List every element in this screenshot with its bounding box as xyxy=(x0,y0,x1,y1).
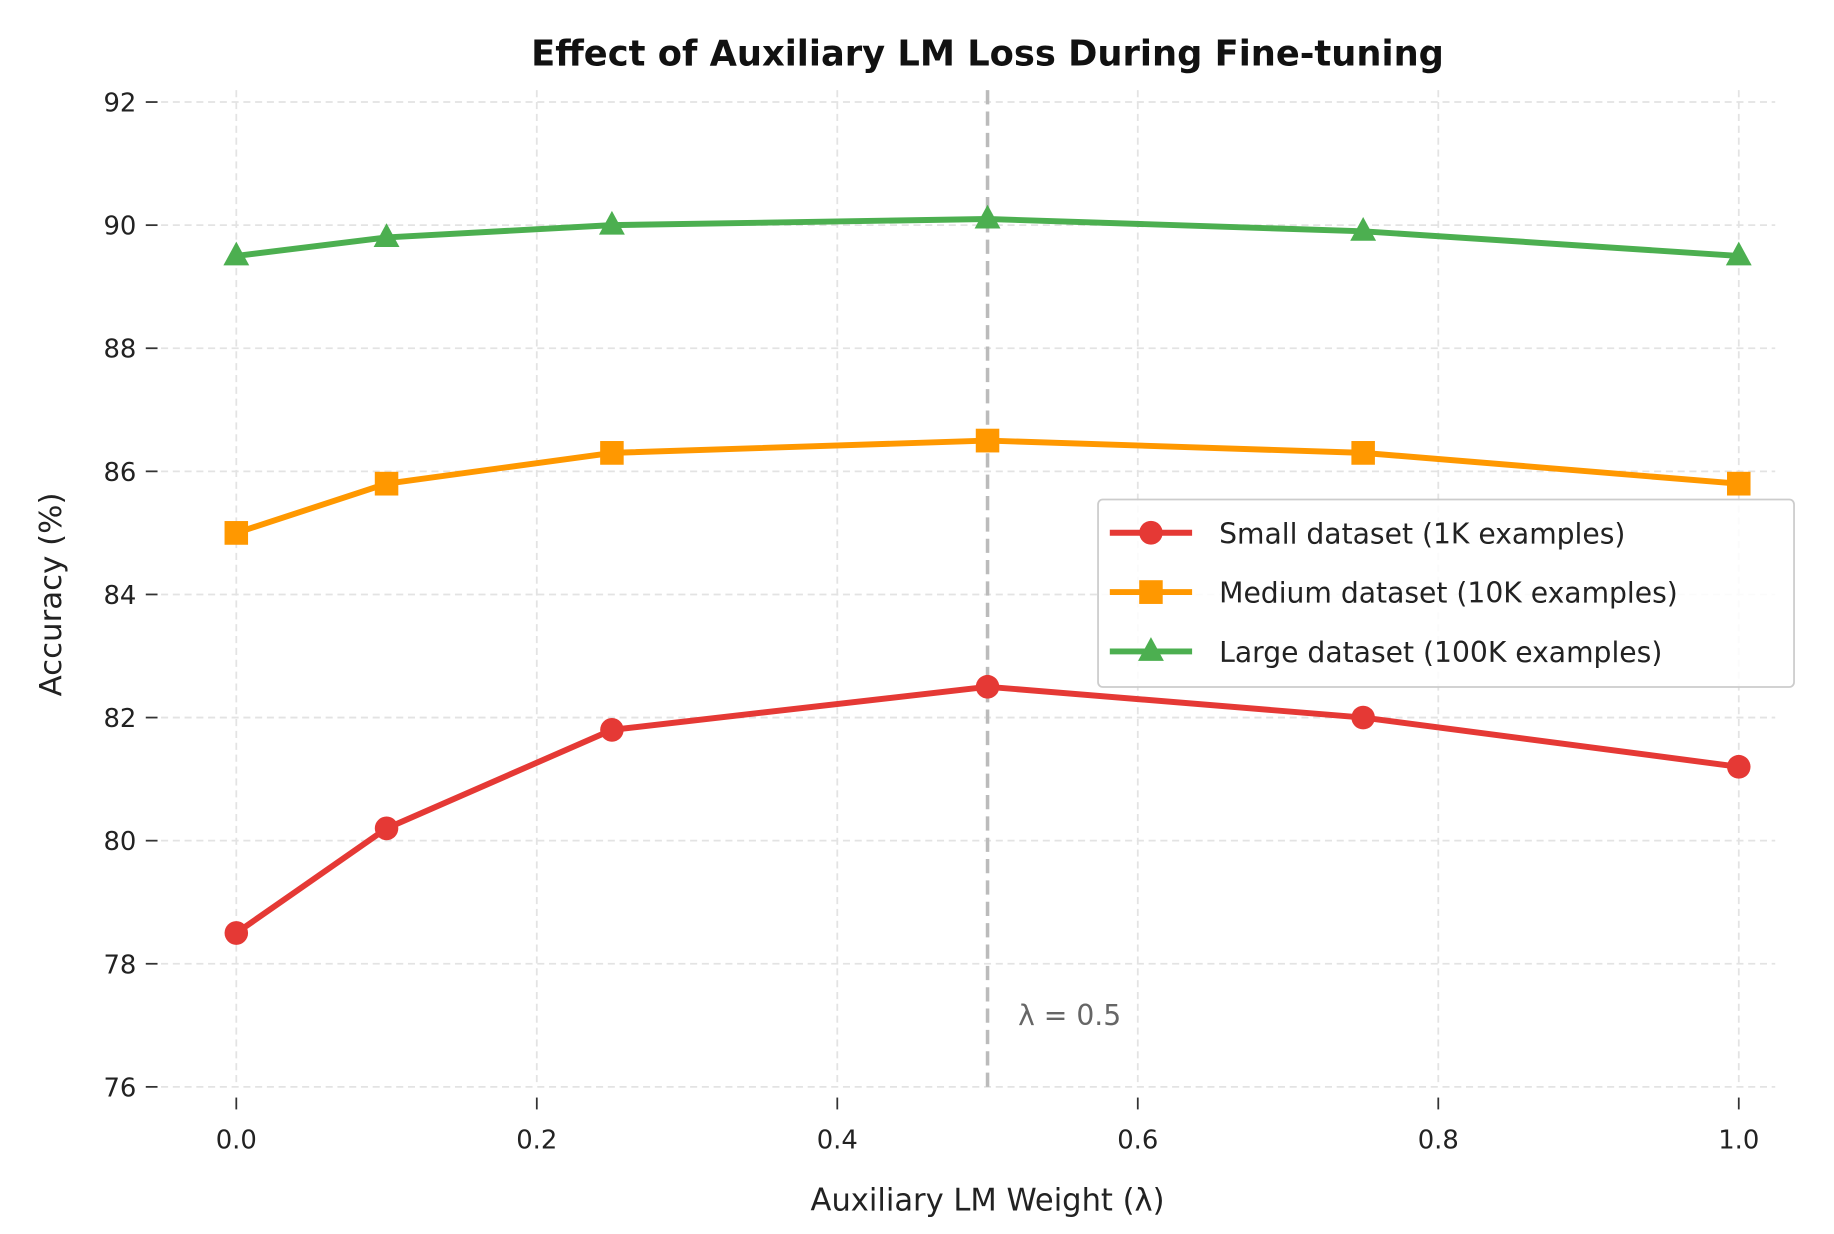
x-tick-label: 0.4 xyxy=(817,1125,858,1155)
series-square xyxy=(224,428,1751,545)
series-triangle xyxy=(223,204,1752,266)
data-point xyxy=(224,921,249,945)
legend-box xyxy=(1097,498,1795,688)
data-point xyxy=(975,428,1000,453)
data-point xyxy=(598,210,625,235)
data-point xyxy=(223,241,250,266)
data-point xyxy=(1351,705,1375,730)
data-point xyxy=(374,816,399,841)
series-group xyxy=(223,204,1752,945)
x-tick-label: 0.8 xyxy=(1418,1125,1459,1155)
reference-line: λ = 0.5 xyxy=(985,90,1121,1087)
legend-label: Small dataset (1K examples) xyxy=(1219,517,1625,550)
legend-label: Medium dataset (10K examples) xyxy=(1219,577,1678,610)
data-point xyxy=(974,204,1001,229)
series-line xyxy=(235,437,1740,536)
x-tick-label: 0.6 xyxy=(1117,1125,1158,1155)
legend-marker xyxy=(1139,580,1163,604)
y-tick-label: 80 xyxy=(103,827,136,857)
y-tick-label: 90 xyxy=(103,212,136,242)
data-point xyxy=(374,471,399,496)
y-tick-label: 86 xyxy=(103,458,136,488)
y-tick-label: 84 xyxy=(103,581,136,611)
x-tick-label: 0.0 xyxy=(216,1125,257,1155)
x-axis-label: Auxiliary LM Weight (λ) xyxy=(811,1183,1165,1218)
y-axis-label: Accuracy (%) xyxy=(34,493,69,697)
chart-title: Effect of Auxiliary LM Loss During Fine-… xyxy=(531,33,1444,74)
series-circle xyxy=(224,674,1751,945)
series-line xyxy=(234,683,1740,936)
series-line xyxy=(235,216,1739,259)
data-point xyxy=(1727,471,1751,496)
legend-label: Large dataset (100K examples) xyxy=(1219,636,1662,669)
y-tick-label: 92 xyxy=(103,88,136,118)
y-tick-label: 88 xyxy=(103,335,136,365)
data-point xyxy=(1727,754,1751,779)
data-point xyxy=(1350,217,1377,241)
legend: Small dataset (1K examples) Medium datase… xyxy=(1097,498,1795,688)
legend-marker xyxy=(1139,520,1163,545)
reference-label: λ = 0.5 xyxy=(1018,999,1121,1032)
y-tick-label: 76 xyxy=(103,1073,136,1103)
x-tick-label: 1.0 xyxy=(1718,1125,1759,1155)
legend-marker xyxy=(1138,637,1164,661)
y-axis: 76 78 80 82 84 86 88 90 92 xyxy=(103,88,158,1103)
data-point xyxy=(1351,441,1375,465)
data-point xyxy=(1725,241,1752,266)
data-point xyxy=(975,674,1000,699)
x-axis: 0.0 0.2 0.4 0.6 0.8 1.0 xyxy=(216,1097,1759,1156)
data-point xyxy=(600,718,624,742)
y-tick-label: 78 xyxy=(103,950,136,980)
data-point xyxy=(600,441,624,465)
y-tick-label: 82 xyxy=(103,704,136,734)
x-tick-label: 0.2 xyxy=(516,1125,557,1155)
data-point xyxy=(373,223,400,247)
data-point xyxy=(224,521,249,545)
